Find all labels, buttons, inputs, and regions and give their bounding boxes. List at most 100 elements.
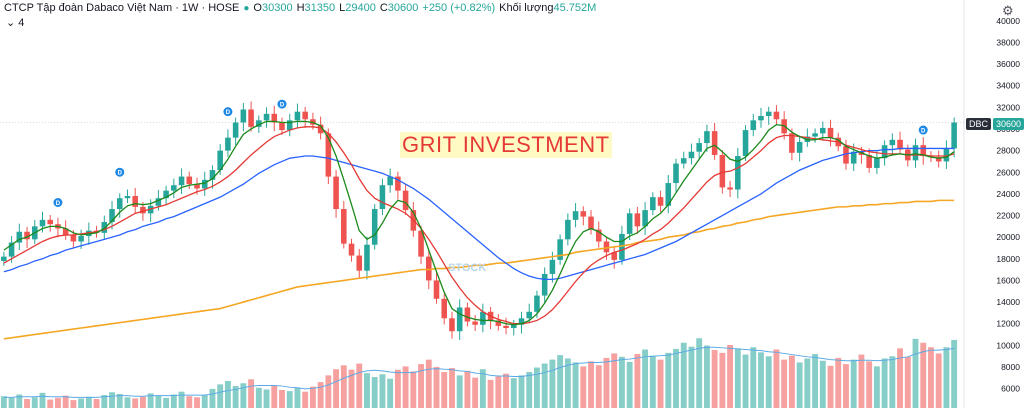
- volume-bar: [611, 353, 618, 408]
- y-tick-label: 26000: [996, 167, 1020, 177]
- candle-body: [603, 241, 610, 253]
- volume-bar: [549, 359, 556, 408]
- volume-bar: [889, 356, 896, 408]
- volume-bar: [101, 395, 108, 408]
- volume-bar: [124, 397, 131, 408]
- volume-bar: [47, 399, 54, 408]
- volume-bar: [928, 347, 934, 408]
- candle-body: [433, 280, 440, 299]
- candle-body: [263, 113, 270, 121]
- candle-body: [827, 127, 834, 138]
- volume-bar: [557, 355, 564, 408]
- y-tick-label: 36000: [996, 59, 1020, 69]
- y-tick-label: 38000: [996, 37, 1020, 47]
- volume-bar: [93, 399, 100, 408]
- volume-bar: [742, 354, 749, 408]
- volume-bar: [248, 379, 255, 408]
- candle-body: [881, 145, 888, 159]
- volume-bar: [773, 349, 780, 408]
- volume-bar: [85, 396, 92, 408]
- volume-bar: [178, 391, 185, 408]
- volume-bar: [402, 366, 409, 408]
- ma-mid-line: [3, 126, 955, 325]
- volume-bar: [827, 365, 834, 408]
- candle-body: [657, 197, 664, 206]
- candle-body: [634, 213, 641, 227]
- volume-bar: [657, 359, 664, 408]
- volume-bar: [286, 391, 293, 408]
- y-tick-label: 40000: [996, 16, 1020, 26]
- candle-body: [217, 150, 223, 171]
- symbol-title[interactable]: CTCP Tập đoàn Dabaco Việt Nam · 1W · HOS…: [4, 2, 240, 14]
- indicators-toggle[interactable]: ⌄ 4: [6, 16, 24, 29]
- candle-body: [109, 209, 115, 223]
- volume-bar: [240, 383, 247, 408]
- ma-long-line: [3, 199, 955, 340]
- candle-body: [24, 231, 30, 240]
- y-tick-label: 8000: [1001, 362, 1020, 372]
- volume-bar: [634, 354, 641, 408]
- gear-icon[interactable]: ⚙: [1002, 3, 1014, 18]
- candle-body: [248, 109, 254, 127]
- volume-bar: [472, 377, 479, 408]
- candle-body: [240, 109, 247, 123]
- volume-bar: [750, 347, 757, 408]
- candle-body: [773, 111, 780, 120]
- dividend-marker: [223, 107, 233, 117]
- candle-body: [348, 243, 355, 256]
- volume-bar: [163, 397, 170, 408]
- y-tick-label: 14000: [996, 297, 1020, 307]
- y-tick-label: 22000: [996, 211, 1020, 221]
- candle-body: [727, 187, 733, 190]
- volume-bar: [843, 364, 849, 408]
- volume-bar: [835, 357, 842, 408]
- candle-body: [116, 198, 123, 210]
- volume-bar: [734, 348, 741, 408]
- volume-bar: [727, 345, 734, 408]
- candle-body: [850, 151, 857, 164]
- indicator-count: 4: [18, 17, 25, 29]
- candle-body: [742, 130, 749, 157]
- volume-bar: [317, 382, 324, 408]
- candle-body: [101, 222, 108, 233]
- volume-bar: [696, 338, 703, 408]
- volume-bar: [781, 359, 788, 408]
- candle-body: [565, 219, 571, 240]
- volume-ma-line: [3, 346, 955, 398]
- volume-bar: [263, 389, 270, 408]
- high-value: 31350: [304, 2, 336, 14]
- volume-bar: [819, 360, 826, 408]
- volume-bar: [943, 347, 950, 408]
- candle-body: [472, 321, 478, 325]
- dividend-marker-letter: D: [280, 103, 285, 109]
- volume-bar: [62, 395, 69, 408]
- candle-body: [711, 131, 718, 155]
- volume-bar: [479, 369, 486, 408]
- volume-bar: [595, 365, 602, 408]
- volume-bar: [39, 392, 46, 408]
- eye-icon[interactable]: ●: [243, 2, 250, 14]
- open-label: O: [253, 2, 262, 14]
- candle-body: [595, 229, 602, 242]
- volume-bar: [302, 391, 309, 408]
- volume-bar: [688, 346, 695, 408]
- volume-bar: [441, 372, 448, 408]
- candle-body: [688, 151, 695, 159]
- candle-body: [696, 143, 702, 152]
- candle-body: [951, 122, 957, 149]
- candle-body: [765, 111, 772, 117]
- dividend-marker-letter: D: [118, 171, 123, 177]
- chevron-down-icon: ⌄: [6, 17, 16, 29]
- volume-bar: [912, 338, 919, 408]
- volume-bar: [418, 364, 424, 408]
- candle-body: [735, 156, 741, 190]
- volume-bar: [255, 387, 262, 408]
- volume-bar: [147, 393, 154, 408]
- candle-body: [441, 298, 448, 319]
- candle-body: [820, 127, 826, 134]
- volume-bar: [449, 368, 455, 408]
- candle-body: [758, 116, 764, 121]
- candle-body: [371, 209, 378, 245]
- candle-body: [171, 185, 177, 191]
